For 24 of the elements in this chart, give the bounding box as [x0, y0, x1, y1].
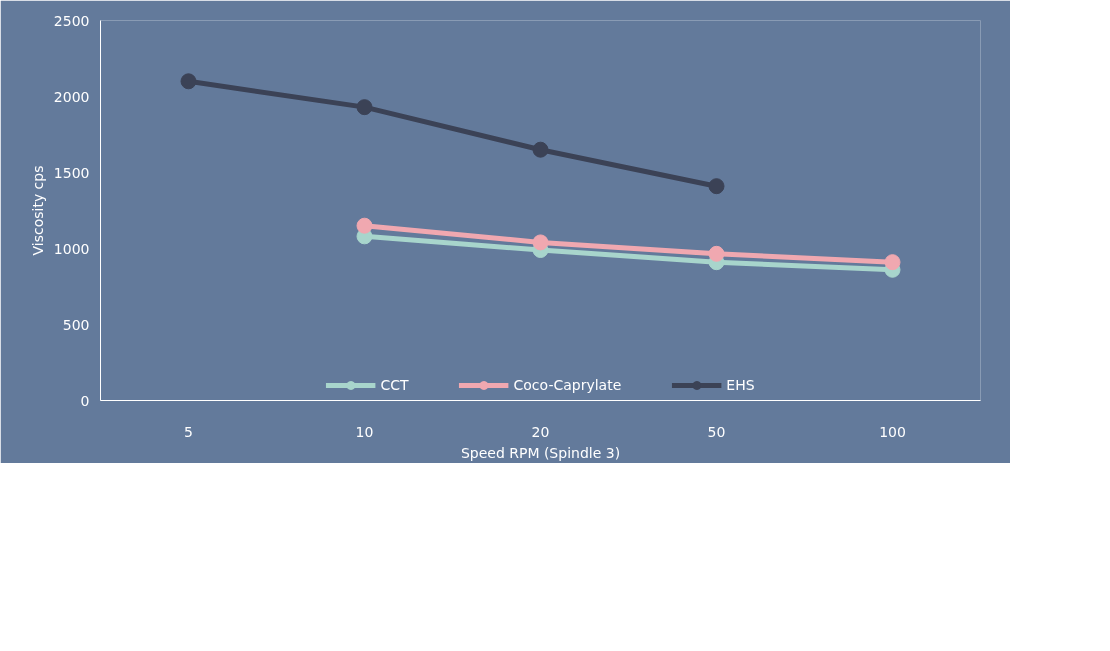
y-tick-label: 500	[62, 316, 90, 333]
y-tick-label: 1000	[53, 240, 90, 257]
x-tick-label: 100	[879, 423, 906, 440]
point	[532, 141, 549, 158]
y-axis-title: Viscosity cps	[29, 165, 46, 256]
legend-label: CCT	[380, 377, 409, 393]
point	[532, 234, 549, 251]
legend-label: Coco-Caprylate	[513, 377, 622, 393]
point	[356, 99, 373, 116]
x-tick-label: 5	[184, 423, 193, 440]
y-tick-label: 2000	[53, 88, 90, 105]
y-tick-label: 0	[80, 392, 90, 409]
x-tick-label: 50	[707, 423, 726, 440]
y-tick-label: 1500	[53, 164, 90, 181]
x-tick-label: 10	[355, 423, 374, 440]
x-axis-title: Speed RPM (Spindle 3)	[460, 444, 621, 461]
point	[708, 245, 725, 262]
point	[884, 254, 901, 271]
point	[180, 73, 197, 90]
y-tick-label: 2500	[53, 12, 90, 29]
legend-label: EHS	[726, 377, 755, 393]
point	[708, 178, 725, 195]
x-tick-label: 20	[531, 423, 550, 440]
point	[356, 217, 373, 234]
